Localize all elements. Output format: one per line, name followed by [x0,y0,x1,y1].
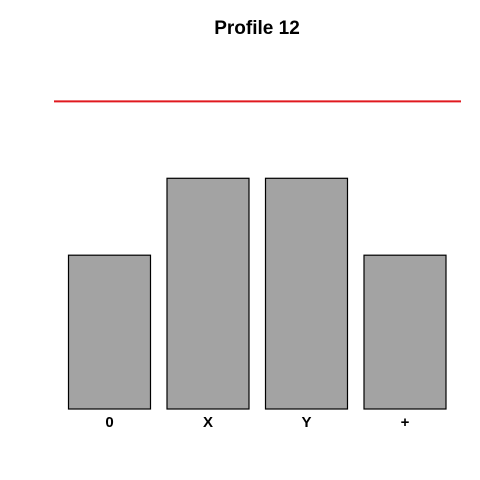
tick-labels-layer: 0 X Y + [105,414,409,431]
bars-layer [67,177,447,410]
x-tick-label-3: + [401,414,410,431]
x-tick-label-0: 0 [105,414,113,431]
bar-0 [67,254,152,410]
x-tick-label-2: Y [301,414,311,431]
bar-1 [166,177,250,410]
bar-2 [264,177,349,410]
x-tick-label-1: X [203,414,213,431]
chart-title: Profile 12 [214,18,300,39]
bar-3 [363,254,447,410]
